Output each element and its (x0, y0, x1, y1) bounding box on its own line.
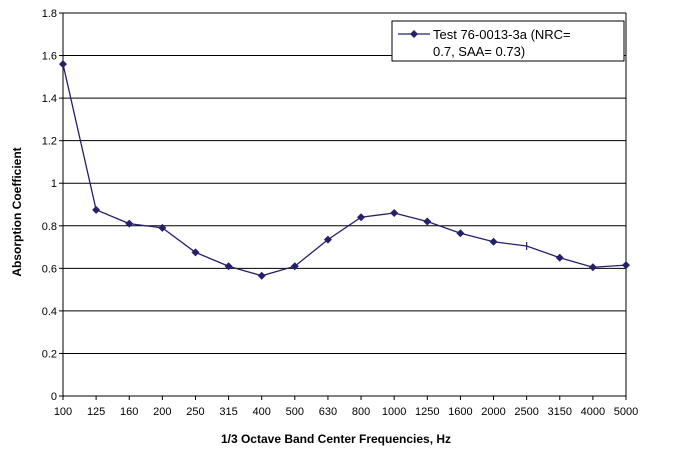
y-tick-label: 0.8 (42, 221, 57, 233)
legend-swatch-marker (410, 30, 418, 38)
data-point-marker (423, 217, 432, 226)
data-series (59, 60, 630, 280)
y-tick-label: 1.6 (42, 51, 57, 63)
x-tick-label: 315 (219, 406, 237, 418)
x-tick-label: 800 (352, 406, 370, 418)
data-point-marker (59, 60, 67, 69)
data-point-marker (390, 209, 399, 218)
legend-box (391, 20, 625, 62)
x-tick-labels: 100 125 160 200 250 315 400 500 630 800 1000 1250 16… (54, 406, 638, 418)
y-tick-label: 0.2 (42, 348, 57, 360)
y-tick-label: 1.4 (42, 93, 57, 105)
y-tick-label: 0.6 (42, 263, 57, 275)
x-tick-label: 200 (153, 406, 171, 418)
data-point-marker (224, 262, 233, 271)
axes (59, 12, 627, 400)
x-tick-label: 125 (87, 406, 105, 418)
x-tick-label: 4000 (581, 406, 605, 418)
legend-entry-line-1: Test 76-0013-3a (NRC= (433, 27, 571, 42)
y-axis-label: Absorption Coefficient (10, 147, 24, 276)
x-tick-label: 1250 (415, 406, 439, 418)
y-tick-labels: 0 0.2 0.4 0.6 0.8 1 1.2 1.4 1.6 1.8 (42, 8, 57, 403)
y-tick-label: 1 (51, 178, 57, 190)
y-tick-label: 1.2 (42, 136, 57, 148)
x-tick-label: 250 (186, 406, 204, 418)
data-point-marker (92, 205, 101, 214)
data-point-marker (323, 235, 332, 244)
data-point-marker (555, 253, 564, 262)
x-tick-label: 100 (54, 406, 72, 418)
x-tick-label: 3150 (548, 406, 572, 418)
legend-entry-line-2: 0.7, SAA= 0.73) (433, 44, 525, 59)
x-tick-label: 500 (286, 406, 304, 418)
data-point-marker (290, 262, 299, 271)
legend: Test 76-0013-3a (NRC= 0.7, SAA= 0.73) (391, 20, 625, 62)
data-point-marker (158, 223, 167, 232)
data-point-marker (588, 263, 597, 272)
y-tick-label: 0.4 (42, 306, 57, 318)
x-tick-label: 5000 (614, 406, 638, 418)
series-line (62, 63, 627, 277)
data-point-marker (191, 248, 200, 257)
data-point-marker (357, 213, 366, 222)
x-tick-label: 400 (253, 406, 271, 418)
x-tick-label: 630 (319, 406, 337, 418)
x-tick-label: 2500 (514, 406, 538, 418)
grid-lines (63, 12, 626, 354)
y-tick-label: 0 (51, 391, 57, 403)
y-tick-label: 1.8 (42, 8, 57, 20)
x-tick-label: 1000 (382, 406, 406, 418)
x-axis-label: 1/3 Octave Band Center Frequencies, Hz (221, 432, 451, 446)
data-point-marker (622, 261, 630, 270)
data-point-marker (456, 229, 465, 238)
data-point-marker (257, 271, 266, 280)
data-point-marker (489, 237, 498, 246)
x-tick-label: 160 (120, 406, 138, 418)
x-tick-label: 2000 (481, 406, 505, 418)
data-point-marker (125, 219, 134, 228)
x-tick-label: 1600 (448, 406, 472, 418)
